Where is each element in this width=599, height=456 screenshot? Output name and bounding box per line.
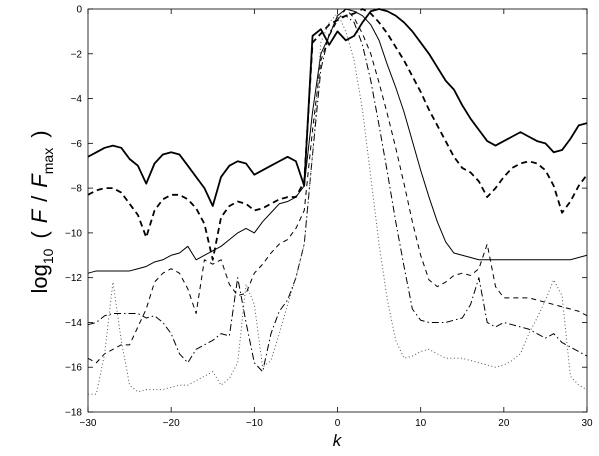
x-tick-label: −30 bbox=[80, 418, 97, 429]
y-tick-label: −14 bbox=[65, 318, 82, 329]
y-tick-label: −4 bbox=[71, 94, 83, 105]
y-axis-title-slash: / bbox=[27, 195, 52, 202]
y-axis-title-open: ( bbox=[27, 231, 52, 239]
y-tick-label: −16 bbox=[65, 363, 82, 374]
y-tick-label: −10 bbox=[65, 228, 82, 239]
ticks-group bbox=[87, 8, 588, 413]
series-line-thin-solid bbox=[87, 8, 588, 274]
plot-frame bbox=[87, 8, 588, 413]
y-tick-label: 0 bbox=[76, 5, 82, 16]
y-tick-label: −18 bbox=[65, 408, 82, 419]
y-axis-title-log: log bbox=[27, 264, 52, 293]
x-tick-label: −20 bbox=[163, 418, 180, 429]
series-line-dotted bbox=[88, 12, 588, 395]
y-axis-title-group: log10 ( F / Fmax) bbox=[27, 130, 56, 293]
series-line-thick-solid bbox=[87, 8, 588, 207]
y-tick-label: −6 bbox=[71, 139, 83, 150]
x-tick-label: −10 bbox=[246, 418, 263, 429]
series-line-thin-dashed bbox=[87, 8, 588, 364]
y-tick-label: −12 bbox=[65, 273, 82, 284]
y-tick-label: −8 bbox=[71, 184, 83, 195]
x-tick-label: 30 bbox=[581, 418, 593, 429]
tick-labels-group: −30 −20 −10 0 10 20 30 0 −2 −4 −6 −8 −10 −12 −14 −16 −18 bbox=[65, 5, 593, 430]
y-axis-title-submax: max bbox=[40, 148, 56, 174]
y-axis-title-close: ) bbox=[27, 130, 52, 137]
y-axis-title-f2: F bbox=[27, 173, 52, 188]
x-axis-title: k bbox=[333, 431, 343, 450]
y-tick-label: −2 bbox=[71, 49, 83, 60]
y-axis-title-f1: F bbox=[27, 208, 52, 223]
x-tick-label: 10 bbox=[415, 418, 427, 429]
series-line-dash-dot bbox=[87, 15, 588, 373]
y-axis-title-sub10: 10 bbox=[40, 248, 56, 264]
x-tick-label: 0 bbox=[335, 418, 341, 429]
x-tick-label: 20 bbox=[498, 418, 510, 429]
y-axis-title: log10 ( F / Fmax) bbox=[27, 130, 56, 293]
series-line-thick-dashed bbox=[87, 8, 588, 261]
series-group bbox=[87, 8, 588, 395]
